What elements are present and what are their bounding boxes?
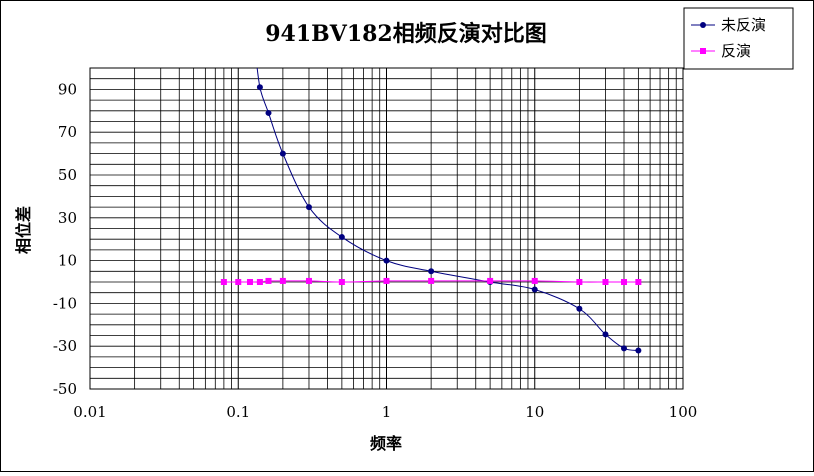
grid-lines [89,67,683,390]
series-layer [220,68,642,354]
y-axis-label: 相位差 [14,206,33,254]
legend-item-unreversed: 未反演 [691,16,766,34]
data-point [428,277,435,284]
data-point [576,279,583,285]
x-tick-labels: 0.01 0.1 1 10 100 [73,403,697,421]
data-point [338,279,345,285]
data-point [531,286,538,293]
y-tick-label: 90 [58,80,77,98]
series-1 [220,277,642,285]
data-point [305,204,312,211]
data-point [235,279,242,285]
legend-marker-unreversed [700,22,706,28]
legend-box [683,7,794,70]
data-point [265,109,272,116]
y-tick-label: 70 [58,123,77,141]
x-tick-label: 0.1 [226,403,250,421]
y-tick-label: -10 [53,294,77,312]
data-point [338,234,345,241]
data-point [279,150,286,157]
x-tick-label: 0.01 [73,403,106,421]
data-point [246,279,253,285]
y-tick-label: 30 [58,209,77,227]
data-point [621,345,628,352]
data-point [383,277,390,284]
data-point [256,84,263,91]
data-point [635,279,642,285]
y-tick-label: 50 [58,166,77,184]
data-point [383,257,390,264]
data-point [487,277,494,284]
legend-item-reversed: 反演 [691,42,751,60]
data-point [635,347,642,354]
chart-title: 941BV182相频反演对比图 [265,21,547,47]
legend: 未反演 反演 [683,7,794,70]
x-tick-label: 1 [382,403,392,421]
data-point [531,277,538,284]
series-line [256,68,639,351]
data-point [576,305,583,312]
data-point [220,279,227,285]
x-tick-label: 100 [669,403,698,421]
legend-label-reversed: 反演 [721,42,751,60]
series-line [223,280,639,283]
x-tick-label: 10 [525,403,544,421]
y-tick-labels: 90 70 50 30 10 -10 -30 -50 [53,80,77,398]
data-point [305,277,312,284]
y-tick-label: 10 [58,252,77,270]
data-point [602,331,609,338]
legend-label-unreversed: 未反演 [721,16,766,34]
data-point [256,279,263,285]
plot-area-border [89,67,684,390]
data-point [602,279,609,285]
y-tick-label: -30 [53,337,77,355]
x-axis-label: 频率 [370,434,402,453]
data-point [279,277,286,284]
series-0 [256,68,642,354]
data-point [265,277,272,284]
legend-marker-reversed [700,48,706,54]
data-point [621,279,628,285]
data-point [428,268,435,275]
y-tick-label: -50 [53,380,77,398]
